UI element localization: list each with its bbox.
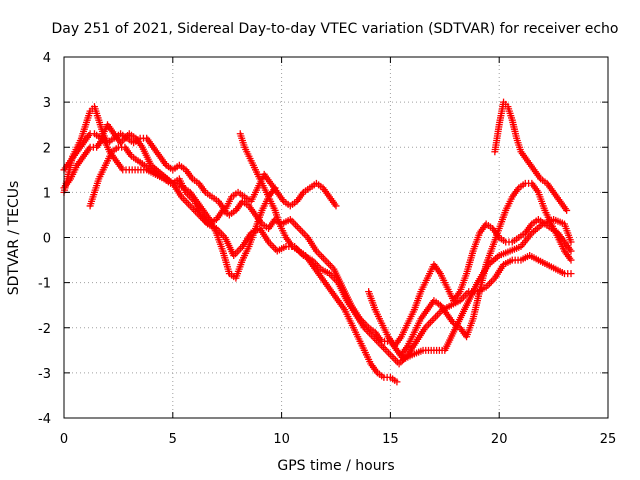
y-tick-label: -4 — [38, 412, 51, 427]
data-point — [567, 247, 575, 255]
data-point — [332, 202, 340, 210]
y-tick-label: -2 — [38, 322, 51, 337]
series-track-H — [365, 215, 575, 350]
y-tick-label: 2 — [43, 141, 51, 156]
x-tick-label: 5 — [169, 432, 177, 447]
series-track-G — [397, 179, 575, 359]
data-point — [567, 256, 575, 264]
data-point — [567, 270, 575, 278]
x-tick-label: 25 — [600, 432, 617, 447]
data-point — [563, 206, 571, 214]
x-tick-label: 20 — [491, 432, 508, 447]
data-point — [271, 184, 279, 192]
tick-labels: 0 5 10 15 20 25 -4 -3 -2 -1 0 1 2 3 4 — [38, 51, 616, 447]
y-tick-label: 4 — [43, 51, 51, 66]
data-points — [60, 98, 575, 386]
chart-title: Day 251 of 2021, Sidereal Day-to-day VTE… — [52, 21, 619, 37]
series-track-D — [60, 103, 340, 214]
y-tick-label: 1 — [43, 186, 51, 201]
axis-ticks — [63, 56, 609, 419]
series-track-C — [491, 98, 571, 214]
y-axis-title: SDTVAR / TECUs — [6, 181, 22, 296]
data-point — [567, 238, 575, 246]
x-tick-label: 15 — [382, 432, 399, 447]
y-tick-label: -3 — [38, 367, 51, 382]
x-tick-label: 10 — [273, 432, 290, 447]
y-tick-label: 0 — [43, 232, 51, 247]
x-tick-label: 0 — [60, 432, 68, 447]
y-tick-label: -1 — [38, 277, 51, 292]
data-point — [393, 378, 401, 386]
series-track-F — [86, 143, 279, 282]
x-axis-title: GPS time / hours — [277, 458, 394, 474]
y-tick-label: 3 — [43, 96, 51, 111]
series-track-E — [236, 130, 401, 386]
